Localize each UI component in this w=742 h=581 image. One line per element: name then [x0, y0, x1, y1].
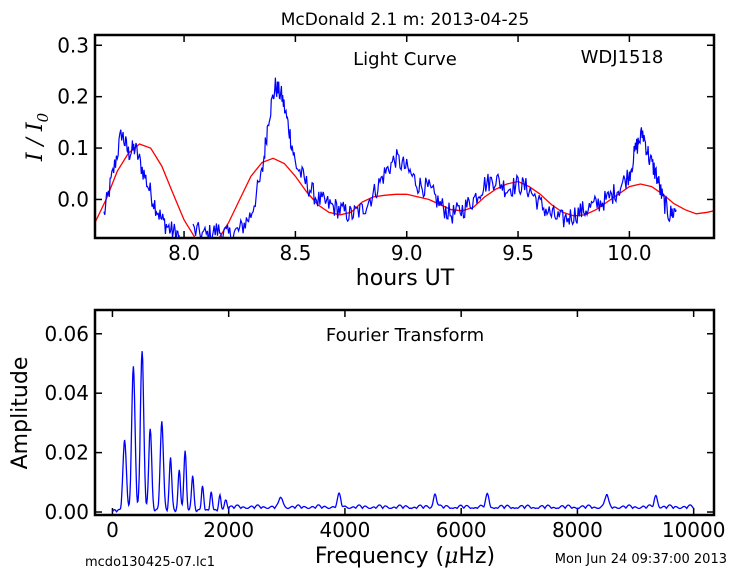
fourier-xtick-label: 8000 [552, 518, 603, 542]
fourier-amplitude-line [111, 351, 694, 513]
light-curve-xtick-label: 9.0 [391, 241, 423, 265]
light-curve-ytick-label: 0.2 [57, 85, 89, 109]
fourier-xlabel-prefix: Frequency ( [315, 544, 444, 569]
fourier-ytick-label: 0.02 [44, 441, 89, 465]
fourier-xlabel: Frequency (μHz) [315, 544, 495, 569]
light-curve-frame [93, 33, 716, 240]
light-curve-fit-line [95, 143, 714, 238]
svg-text:I / I0: I / I0 [23, 112, 52, 162]
fourier-xtick-label: 2000 [203, 518, 254, 542]
light-curve-ylabel: I / I0 [23, 112, 52, 162]
light-curve-ytick-label: 0.3 [57, 33, 89, 57]
light-curve-data-line [192, 77, 677, 238]
light-curve-xtick-label: 8.0 [168, 241, 200, 265]
fourier-label: Fourier Transform [326, 325, 484, 346]
fourier-xtick-label: 10000 [662, 518, 726, 542]
fourier-xtick-label: 0 [106, 518, 119, 542]
fourier-xtick-label: 6000 [436, 518, 487, 542]
light-curve-panel: 8.0 8.5 9.0 9.5 10.0 0.0 0.1 0.2 0.3 Light Curve… [23, 33, 716, 291]
light-curve-xtick-label: 9.5 [502, 241, 534, 265]
fourier-ticks: 0 2000 4000 6000 8000 10000 0.00 0.02 0.04 0.06 [44, 310, 725, 542]
light-curve-ytick-label: 0.1 [57, 136, 89, 160]
fourier-ytick-label: 0.00 [44, 500, 89, 524]
light-curve-ytick-label: 0.0 [57, 187, 89, 211]
light-curve-ticks: 8.0 8.5 9.0 9.5 10.0 0.0 0.1 0.2 0.3 [57, 33, 714, 265]
light-curve-data [103, 77, 677, 238]
file-name-label: mcdo130425-07.lc1 [85, 555, 215, 570]
light-curve-label: Light Curve [353, 49, 457, 70]
light-curve-data-line [103, 129, 181, 238]
light-curve-ylabel-sub: 0 [34, 112, 52, 122]
fourier-xtick-label: 4000 [319, 518, 370, 542]
light-curve-ylabel-main: I / I [23, 121, 48, 162]
light-curve-xlabel: hours UT [356, 266, 455, 291]
fourier-frame [93, 308, 716, 517]
timestamp-label: Mon Jun 24 09:37:00 2013 [555, 552, 727, 567]
fourier-panel: 0 2000 4000 6000 8000 10000 0.00 0.02 0.04 0.06 F… [8, 308, 725, 569]
light-curve-xtick-label: 8.5 [279, 241, 311, 265]
fourier-xlabel-mu: μ [444, 544, 458, 569]
fourier-ytick-label: 0.04 [44, 381, 89, 405]
target-label: WDJ1518 [581, 47, 664, 68]
fourier-xlabel-suffix: Hz) [458, 544, 495, 569]
light-curve-xtick-label: 10.0 [607, 241, 652, 265]
chart-title: McDonald 2.1 m: 2013-04-25 [281, 10, 530, 30]
fourier-ytick-label: 0.06 [44, 322, 89, 346]
fourier-ylabel: Amplitude [8, 357, 33, 470]
